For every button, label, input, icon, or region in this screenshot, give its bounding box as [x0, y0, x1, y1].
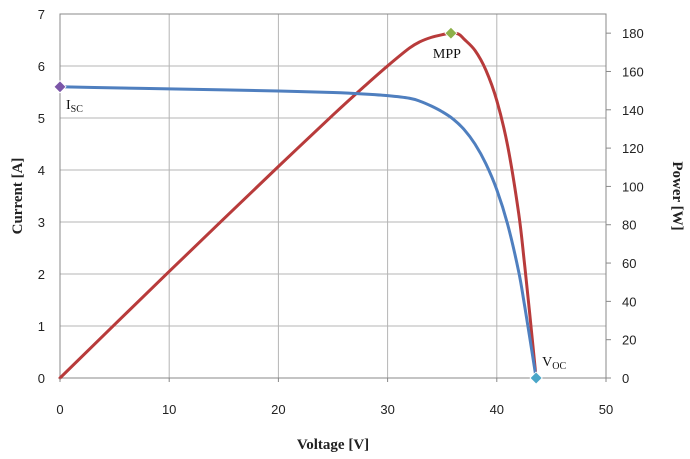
y-left-tick-label: 2	[38, 267, 45, 282]
isc-marker	[53, 80, 67, 94]
y-right-axis-title: Power [W]	[669, 161, 685, 230]
x-tick-label: 20	[271, 402, 285, 417]
y-left-tick-label: 7	[38, 7, 45, 22]
y-right-tick-label: 60	[622, 256, 636, 271]
y-left-tick-label: 4	[38, 163, 45, 178]
x-tick-label: 30	[380, 402, 394, 417]
y-right-tick-label: 140	[622, 103, 644, 118]
y-left-tick-label: 1	[38, 319, 45, 334]
x-tick-label: 0	[56, 402, 63, 417]
voc-label: VOC	[542, 355, 566, 372]
x-tick-label: 40	[490, 402, 504, 417]
y-right-tick-label: 20	[622, 333, 636, 348]
markers-group	[53, 26, 543, 385]
y-left-tick-label: 5	[38, 111, 45, 126]
y-right-tick-label: 100	[622, 179, 644, 194]
y-right-tick-label: 40	[622, 294, 636, 309]
annotations: ISC MPP VOC	[66, 47, 566, 372]
y-right-tick-label: 0	[622, 371, 629, 386]
x-tick-label: 50	[599, 402, 613, 417]
y-right-tick-label: 180	[622, 26, 644, 41]
isc-label: ISC	[66, 98, 83, 115]
series-group	[58, 31, 538, 380]
x-axis-title: Voltage [V]	[297, 437, 369, 453]
plot-frame	[59, 13, 607, 379]
x-tick-label: 10	[162, 402, 176, 417]
mpp-marker	[444, 26, 458, 40]
y-left-tick-label: 3	[38, 215, 45, 230]
y-left-tick-label: 6	[38, 59, 45, 74]
y-left-axis-title: Current [A]	[10, 158, 26, 235]
y-right-tick-label: 80	[622, 218, 636, 233]
power-curve	[58, 31, 538, 380]
mpp-label: MPP	[433, 47, 461, 62]
current-curve	[58, 85, 538, 380]
grid	[59, 13, 607, 379]
y-right-tick-label: 160	[622, 64, 644, 79]
y-right-tick-label: 120	[622, 141, 644, 156]
voc-marker	[529, 371, 543, 385]
tick-labels: 0 10 20 30 40 50 0 1 2 3 4 5 6 7 0 20 40 60 80 100 120 140 160…	[38, 7, 644, 417]
y-left-tick-label: 0	[38, 371, 45, 386]
